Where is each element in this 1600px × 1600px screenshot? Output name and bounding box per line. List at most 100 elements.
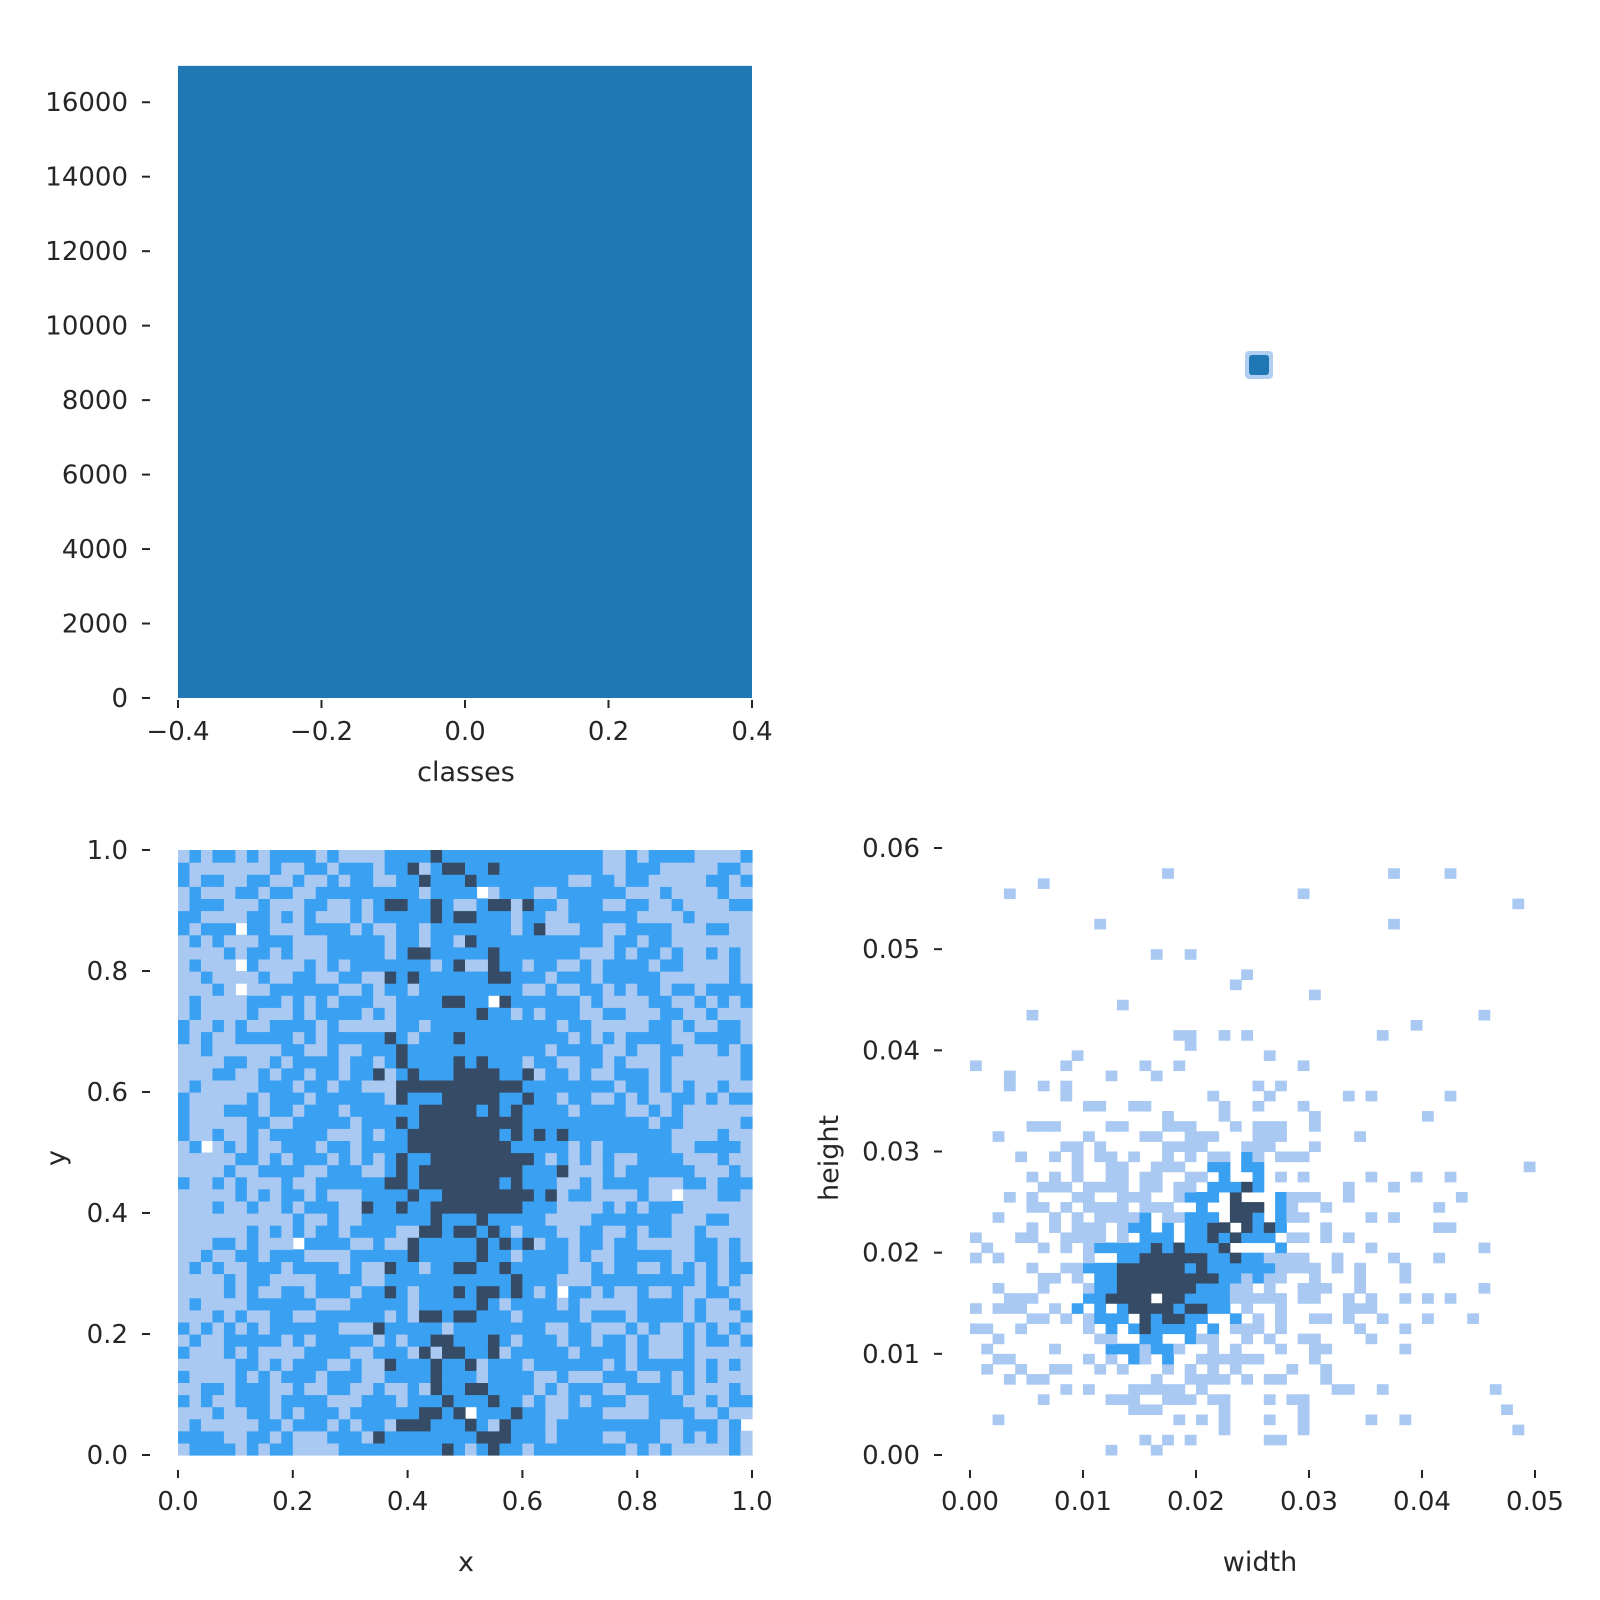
xy-heatmap-cell: [487, 1249, 501, 1262]
xy-heatmap-cell: [361, 1031, 374, 1045]
xy-heatmap-cell: [717, 1152, 730, 1166]
xy-heatmap-cell: [568, 1200, 581, 1214]
xy-heatmap-cell: [487, 1043, 501, 1057]
xy-heatmap-cell: [327, 971, 340, 984]
xy-heatmap-cell: [476, 1321, 489, 1335]
wh-heatmap-cell: [1026, 1171, 1039, 1183]
xy-heatmap-cell: [487, 1442, 501, 1456]
xy-heatmap-cell: [178, 1043, 191, 1057]
xy-heatmap-cell: [223, 1213, 236, 1226]
xy-heatmap-cell: [465, 1019, 478, 1033]
xy-heatmap-cell: [223, 995, 236, 1008]
xy-heatmap-cell: [258, 898, 271, 912]
xy-heatmap-cell: [223, 1285, 236, 1299]
wh-heatmap-cell: [1173, 1394, 1186, 1405]
xy-heatmap-cell: [591, 1297, 604, 1311]
xy-heatmap-cell: [419, 910, 432, 924]
xy-heatmap-cell: [361, 1200, 374, 1214]
xy-heatmap-cell: [637, 850, 650, 863]
xy-heatmap-cell: [292, 1418, 305, 1432]
x-axis-label: x: [458, 1547, 474, 1578]
xy-heatmap-cell: [178, 1079, 191, 1093]
wh-heatmap-cell: [1037, 1272, 1050, 1284]
xy-heatmap-cell: [487, 983, 501, 996]
xy-heatmap-cell: [384, 1297, 397, 1311]
xy-heatmap-cell: [338, 1261, 351, 1275]
xy-heatmap-cell: [350, 971, 363, 984]
xy-heatmap-cell: [614, 1079, 627, 1093]
xy-heatmap-cell: [281, 1261, 294, 1275]
xy-heatmap-cell: [281, 1152, 294, 1166]
wh-heatmap-cell: [1218, 1283, 1231, 1294]
xy-heatmap-cell: [556, 1225, 569, 1238]
xy-heatmap-cell: [740, 1382, 753, 1396]
xy-heatmap-cell: [223, 983, 236, 996]
wh-heatmap-cell: [1026, 1121, 1039, 1132]
xy-heatmap-cell: [361, 1176, 374, 1190]
xy-heatmap-cell: [556, 1261, 569, 1275]
xy-heatmap-cell: [568, 898, 581, 912]
xy-heatmap-cell: [292, 1104, 305, 1117]
xy-heatmap-cell: [465, 1418, 478, 1432]
xy-heatmap-cell: [487, 1067, 501, 1081]
xy-heatmap-cell: [579, 1225, 592, 1238]
xy-heatmap-cell: [258, 862, 271, 875]
xy-heatmap-cell: [304, 995, 317, 1008]
xy-heatmap-cell: [373, 1055, 386, 1069]
xy-heatmap-cell: [717, 1430, 730, 1444]
xy-heatmap-cell: [373, 1297, 386, 1311]
xy-heatmap-cell: [258, 1043, 271, 1057]
wh-heatmap-cell: [1207, 1272, 1220, 1284]
xy-heatmap-cell: [625, 1188, 638, 1202]
xy-heatmap-cell: [235, 1418, 248, 1432]
xy-heatmap-cell: [579, 1055, 592, 1069]
xy-heatmap-cell: [671, 1285, 684, 1299]
xy-heatmap-cell: [499, 1285, 512, 1299]
xy-heatmap-cell: [706, 1188, 719, 1202]
wh-heatmap-cell: [1252, 1262, 1265, 1274]
xy-heatmap-cell: [281, 1309, 294, 1323]
xy-heatmap-cell: [315, 1406, 328, 1420]
wh-heatmap-cell: [1105, 1212, 1118, 1223]
xy-heatmap-cell: [729, 1249, 742, 1262]
xy-heatmap-cell: [235, 1321, 248, 1335]
wh-heatmap-cell: [1218, 1181, 1231, 1193]
xy-heatmap-cell: [717, 1019, 730, 1033]
xy-heatmap-cell: [568, 1370, 581, 1383]
wh-heatmap-cell: [1252, 1272, 1265, 1284]
wh-heatmap-cell: [1094, 1181, 1107, 1193]
xy-heatmap-cell: [637, 934, 650, 948]
wh-heatmap-cell: [1128, 1404, 1140, 1416]
xy-heatmap-cell: [625, 886, 638, 899]
xy-heatmap-cell: [235, 1346, 248, 1359]
xy-heatmap-cell: [338, 1237, 351, 1250]
xy-heatmap-cell: [235, 1261, 248, 1275]
xy-heatmap-cell: [694, 886, 707, 899]
xy-heatmap-cell: [373, 1442, 386, 1456]
xy-heatmap-cell: [269, 983, 282, 996]
xy-heatmap-cell: [223, 1019, 236, 1033]
xy-heatmap-cell: [510, 862, 523, 875]
xy-heatmap-cell: [430, 1043, 443, 1057]
xy-heatmap-cell: [430, 1019, 443, 1033]
xy-heatmap-cell: [579, 1382, 592, 1396]
xy-heatmap-cell: [235, 1237, 248, 1250]
xy-heatmap-cell: [579, 1442, 592, 1456]
xy-heatmap-cell: [396, 1358, 409, 1371]
xy-heatmap-cell: [315, 934, 328, 948]
xy-heatmap-cell: [602, 1261, 615, 1275]
xy-heatmap-cell: [212, 1285, 225, 1299]
xy-heatmap-cell: [407, 1261, 420, 1275]
xy-heatmap-cell: [465, 1213, 478, 1226]
wh-heatmap-cell: [1083, 1191, 1095, 1203]
xy-heatmap-cell: [568, 1418, 581, 1432]
xy-heatmap-cell: [338, 1007, 351, 1020]
xy-heatmap-cell: [430, 995, 443, 1008]
xy-heatmap-cell: [533, 1225, 546, 1238]
wh-heatmap-cell: [1128, 1323, 1140, 1335]
xy-heatmap-cell: [533, 910, 546, 924]
xy-heatmap-cell: [430, 1092, 443, 1105]
xy-heatmap-cell: [453, 1346, 466, 1359]
xy-heatmap-cell: [499, 1442, 512, 1456]
xy-heatmap-cell: [648, 946, 661, 960]
